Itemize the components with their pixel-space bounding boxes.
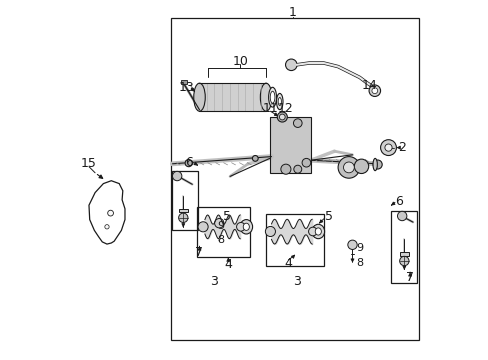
Circle shape bbox=[178, 213, 187, 222]
Text: 6: 6 bbox=[184, 156, 192, 168]
Text: 5: 5 bbox=[223, 210, 231, 222]
Circle shape bbox=[285, 59, 296, 71]
Circle shape bbox=[368, 85, 380, 96]
Circle shape bbox=[172, 171, 182, 181]
Text: 13: 13 bbox=[178, 81, 194, 94]
Ellipse shape bbox=[372, 158, 377, 171]
Circle shape bbox=[265, 226, 275, 237]
Ellipse shape bbox=[193, 83, 205, 111]
Circle shape bbox=[236, 222, 244, 231]
Text: 1: 1 bbox=[288, 6, 296, 19]
Ellipse shape bbox=[276, 94, 283, 110]
Text: 4: 4 bbox=[224, 258, 232, 271]
Text: 6: 6 bbox=[395, 195, 403, 208]
Bar bbox=[199, 83, 265, 111]
Circle shape bbox=[280, 164, 290, 174]
Text: 10: 10 bbox=[232, 55, 247, 68]
Ellipse shape bbox=[315, 228, 321, 235]
Circle shape bbox=[371, 88, 377, 94]
Text: 12: 12 bbox=[277, 102, 292, 114]
Circle shape bbox=[293, 119, 302, 127]
Text: 14: 14 bbox=[361, 79, 377, 92]
Ellipse shape bbox=[372, 160, 382, 169]
Text: 8: 8 bbox=[355, 258, 363, 268]
Ellipse shape bbox=[279, 114, 285, 120]
Bar bbox=[179, 209, 187, 212]
Circle shape bbox=[347, 240, 356, 249]
Ellipse shape bbox=[277, 112, 287, 122]
Text: 3: 3 bbox=[209, 275, 217, 288]
Circle shape bbox=[107, 210, 113, 216]
Circle shape bbox=[380, 140, 396, 156]
Circle shape bbox=[104, 225, 109, 229]
Ellipse shape bbox=[252, 156, 258, 161]
Text: 15: 15 bbox=[81, 157, 97, 170]
Ellipse shape bbox=[185, 159, 192, 167]
Ellipse shape bbox=[311, 224, 324, 239]
Text: 9: 9 bbox=[217, 221, 224, 231]
Bar bbox=[181, 80, 186, 84]
Ellipse shape bbox=[268, 87, 276, 107]
Circle shape bbox=[343, 162, 354, 173]
Bar bbox=[269, 117, 310, 173]
Ellipse shape bbox=[240, 220, 252, 234]
Bar bbox=[399, 252, 408, 256]
Circle shape bbox=[308, 227, 317, 236]
Text: 7: 7 bbox=[405, 271, 413, 284]
Bar bbox=[390, 211, 416, 283]
Bar bbox=[269, 117, 310, 173]
Text: 3: 3 bbox=[292, 275, 300, 288]
Bar bbox=[265, 214, 324, 266]
Polygon shape bbox=[89, 181, 125, 244]
Bar bbox=[170, 18, 418, 340]
Ellipse shape bbox=[243, 223, 249, 230]
Circle shape bbox=[337, 157, 359, 178]
Bar bbox=[171, 171, 197, 230]
Bar bbox=[197, 207, 250, 257]
Circle shape bbox=[214, 219, 224, 228]
Ellipse shape bbox=[278, 98, 281, 105]
Circle shape bbox=[384, 144, 391, 151]
Ellipse shape bbox=[260, 83, 271, 111]
Circle shape bbox=[198, 222, 208, 232]
Text: 9: 9 bbox=[355, 243, 363, 253]
Text: 8: 8 bbox=[217, 235, 224, 245]
Ellipse shape bbox=[270, 91, 274, 103]
Text: 4: 4 bbox=[284, 257, 292, 270]
Circle shape bbox=[354, 159, 368, 174]
Circle shape bbox=[293, 165, 301, 173]
Circle shape bbox=[397, 211, 406, 221]
Text: 5: 5 bbox=[325, 210, 332, 222]
Text: 11: 11 bbox=[262, 102, 278, 114]
Circle shape bbox=[302, 158, 310, 167]
Circle shape bbox=[399, 256, 408, 266]
Text: 7: 7 bbox=[195, 246, 203, 258]
Text: 2: 2 bbox=[397, 141, 406, 154]
